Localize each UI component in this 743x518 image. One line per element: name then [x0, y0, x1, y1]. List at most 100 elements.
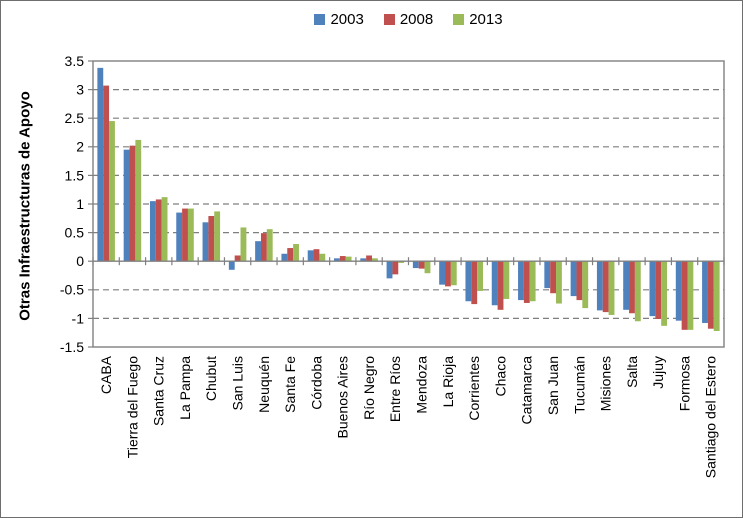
bar-2013-15: [503, 261, 510, 299]
bar-2003-20: [623, 261, 630, 310]
bar-2013-18: [582, 261, 589, 309]
bar-2008-7: [287, 248, 294, 262]
plot-border: [92, 60, 725, 348]
bar-2013-11: [398, 261, 405, 263]
bar-2013-1: [135, 139, 142, 262]
y-tick-label: -0.5: [60, 282, 84, 298]
bar-2003-2: [149, 201, 156, 262]
bar-2008-4: [208, 216, 215, 262]
bar-2003-3: [176, 212, 183, 262]
y-tick-label: 2: [76, 139, 84, 155]
bar-2003-6: [255, 241, 261, 262]
bar-2008-3: [182, 208, 188, 262]
bar-2003-9: [334, 258, 340, 262]
bar-2013-10: [371, 258, 378, 262]
bar-2013-9: [345, 256, 352, 262]
bar-2008-18: [576, 261, 583, 301]
bar-2003-0: [97, 67, 104, 262]
bar-2008-8: [313, 249, 320, 262]
bar-2003-14: [465, 261, 472, 302]
bar-2003-15: [491, 261, 498, 306]
y-tick-label: 2.5: [65, 110, 85, 126]
bar-2003-5: [228, 261, 235, 270]
bar-2003-21: [649, 261, 656, 317]
x-category-label: Mendoza: [414, 356, 430, 414]
x-category-label: Corrientes: [466, 356, 482, 421]
bar-2008-16: [523, 261, 530, 303]
bar-2003-10: [360, 258, 367, 262]
x-category-label: Buenos Aires: [335, 356, 351, 439]
legend-swatch-2003: [314, 14, 326, 25]
bar-2003-23: [702, 261, 708, 323]
bar-2013-14: [477, 261, 483, 291]
bar-2013-2: [161, 197, 168, 262]
bar-2008-2: [155, 199, 162, 262]
y-tick-label: -1.5: [60, 339, 84, 355]
x-category-label: Santa Fe: [282, 356, 298, 413]
x-category-label: Chubut: [203, 356, 219, 401]
bar-2013-22: [687, 261, 694, 330]
bar-2008-19: [602, 261, 609, 313]
bar-2003-16: [518, 261, 524, 301]
bar-2008-17: [550, 261, 557, 294]
y-tick-label: 3: [76, 82, 84, 98]
x-category-label: Tierra del Fuego: [124, 356, 140, 458]
bar-2013-8: [319, 253, 326, 262]
legend-label-2013: 2013: [469, 11, 503, 28]
legend-swatch-2013: [453, 14, 465, 25]
x-category-label: Jujuy: [650, 356, 666, 389]
bar-2003-17: [544, 261, 551, 289]
bar-2008-0: [103, 85, 110, 262]
x-category-label: Santiago del Estero: [703, 356, 719, 478]
bar-2008-5: [234, 255, 241, 262]
bar-2003-13: [439, 261, 446, 285]
x-category-label: San Luis: [230, 356, 246, 410]
x-category-label: Catamarca: [519, 356, 535, 425]
x-category-label: Formosa: [676, 356, 692, 411]
x-category-label: La Pampa: [177, 356, 193, 420]
bar-2003-22: [675, 261, 682, 321]
bar-2008-9: [339, 256, 346, 262]
y-axis-title: Otras Infraestructuras de Apoyo: [16, 91, 34, 321]
bar-2008-23: [707, 261, 714, 329]
bar-2013-17: [556, 261, 562, 304]
bar-2013-16: [529, 261, 536, 302]
bar-2013-23: [713, 261, 720, 331]
bar-2008-13: [445, 261, 451, 287]
x-category-label: Chaco: [492, 356, 508, 397]
bar-2008-10: [366, 255, 372, 262]
y-tick-label: 0.5: [65, 225, 85, 241]
x-category-label: La Rioja: [440, 356, 456, 408]
y-tick-label: 1.5: [65, 167, 85, 183]
bar-2013-6: [266, 229, 273, 262]
bar-2013-19: [608, 261, 615, 315]
x-category-label: Misiones: [598, 356, 614, 411]
legend-item-2008: 2008: [383, 11, 434, 28]
bar-2003-19: [596, 261, 603, 311]
bar-2008-22: [681, 261, 688, 330]
bar-2003-12: [412, 261, 419, 269]
bar-2013-7: [293, 244, 299, 262]
bar-2008-6: [260, 233, 267, 262]
legend: 2003 2008 2013: [93, 11, 724, 28]
bar-2013-4: [214, 211, 221, 262]
x-category-label: San Juan: [545, 356, 561, 415]
x-category-label: Salta: [624, 356, 640, 388]
x-category-label: Entre Ríos: [387, 356, 403, 422]
legend-label-2003: 2003: [330, 11, 364, 28]
bar-2013-12: [424, 261, 431, 274]
bar-2013-20: [634, 261, 641, 322]
x-category-label: Río Negro: [361, 356, 377, 420]
legend-item-2003: 2003: [314, 11, 364, 28]
bar-2013-13: [450, 261, 457, 286]
legend-swatch-2008: [383, 14, 395, 25]
legend-label-2008: 2008: [399, 11, 434, 28]
bar-2008-14: [471, 261, 478, 305]
x-category-label: Santa Cruz: [151, 356, 167, 426]
bar-2003-8: [307, 250, 314, 262]
bar-2003-18: [570, 261, 577, 297]
x-category-label: Córdoba: [308, 356, 324, 410]
bar-2003-7: [281, 253, 288, 262]
